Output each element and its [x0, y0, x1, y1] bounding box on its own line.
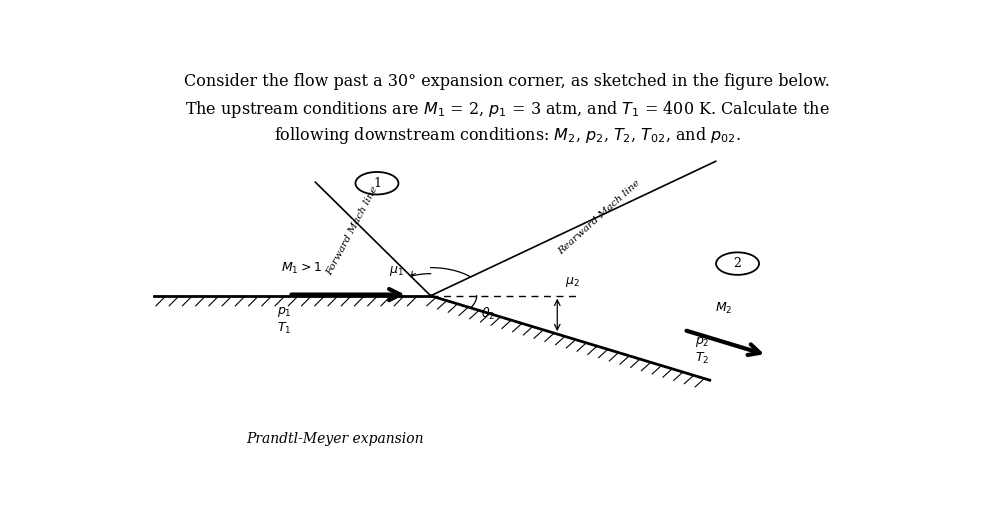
- Text: $p_2$: $p_2$: [695, 335, 710, 349]
- Text: $\mu_2$: $\mu_2$: [565, 275, 580, 289]
- Text: Prandtl-Meyer expansion: Prandtl-Meyer expansion: [247, 433, 424, 446]
- Text: $p_1$: $p_1$: [277, 305, 292, 319]
- Text: $T_1$: $T_1$: [277, 321, 292, 336]
- Text: Consider the flow past a 30° expansion corner, as sketched in the figure below.: Consider the flow past a 30° expansion c…: [184, 73, 831, 90]
- Text: $\theta_2$: $\theta_2$: [481, 306, 495, 322]
- Text: following downstream conditions: $M_2$, $p_2$, $T_2$, $T_{02}$, and $p_{02}$.: following downstream conditions: $M_2$, …: [274, 125, 741, 146]
- Text: $M_2$: $M_2$: [715, 301, 732, 316]
- Text: $\mu_1$: $\mu_1$: [389, 264, 404, 278]
- Text: $M_1 > 1$: $M_1 > 1$: [281, 261, 322, 276]
- Text: 1: 1: [373, 177, 381, 189]
- Text: Forward Mach line: Forward Mach line: [325, 185, 379, 277]
- Text: 2: 2: [734, 257, 742, 270]
- Text: Rearward Mach line: Rearward Mach line: [556, 178, 642, 256]
- Text: The upstream conditions are $M_1$ = 2, $p_1$ = 3 atm, and $T_1$ = 400 K. Calcula: The upstream conditions are $M_1$ = 2, $…: [185, 99, 830, 120]
- Text: $T_2$: $T_2$: [695, 351, 710, 366]
